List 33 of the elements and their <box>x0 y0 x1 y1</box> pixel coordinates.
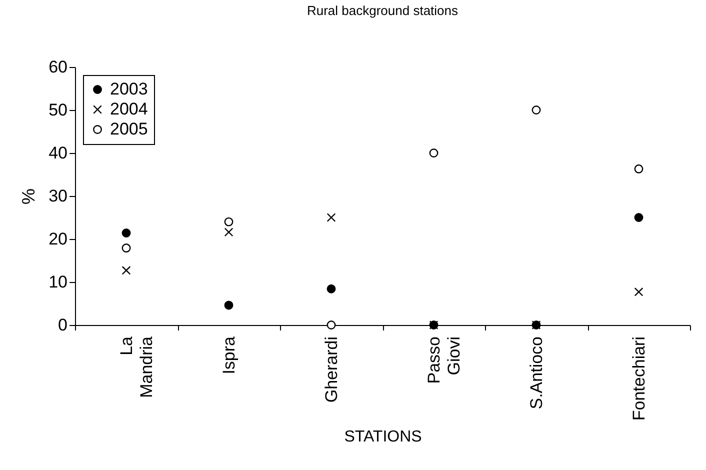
x-tick-label: La Mandria <box>116 336 156 398</box>
point <box>532 106 541 114</box>
point <box>634 164 644 174</box>
legend-label: 2004 <box>110 100 148 118</box>
x-tick-label: Ispra <box>219 336 238 374</box>
point <box>326 213 336 222</box>
legend-label: 2005 <box>110 120 148 138</box>
point <box>634 287 644 296</box>
x-tick-label: S.Antioco <box>526 336 546 410</box>
y-tick-label: 40 <box>48 144 68 162</box>
point <box>326 320 336 330</box>
point <box>224 228 234 237</box>
y-axis-title: % <box>18 188 39 205</box>
x-axis-title: STATIONS <box>344 428 422 446</box>
y-tick-label: 10 <box>48 272 68 292</box>
y-tick-label: 0 <box>58 316 68 334</box>
point <box>429 148 438 158</box>
x-tick-label: Passo Giovi <box>424 336 464 384</box>
y-tick-label: 60 <box>48 58 68 76</box>
x-tick-label: Gherardi <box>322 336 341 403</box>
point <box>122 228 131 238</box>
chart-title: Rural background stations <box>306 3 459 18</box>
point <box>122 266 131 275</box>
point <box>122 244 131 252</box>
point <box>326 284 336 294</box>
y-tick-label: 50 <box>48 100 68 120</box>
point <box>224 300 234 310</box>
point <box>634 213 644 222</box>
x-tick-label: Fontechiari <box>629 336 648 421</box>
point <box>224 217 234 226</box>
legend-label: 2003 <box>110 80 148 98</box>
y-tick-label: 30 <box>48 186 68 206</box>
y-tick-label: 20 <box>48 230 68 248</box>
